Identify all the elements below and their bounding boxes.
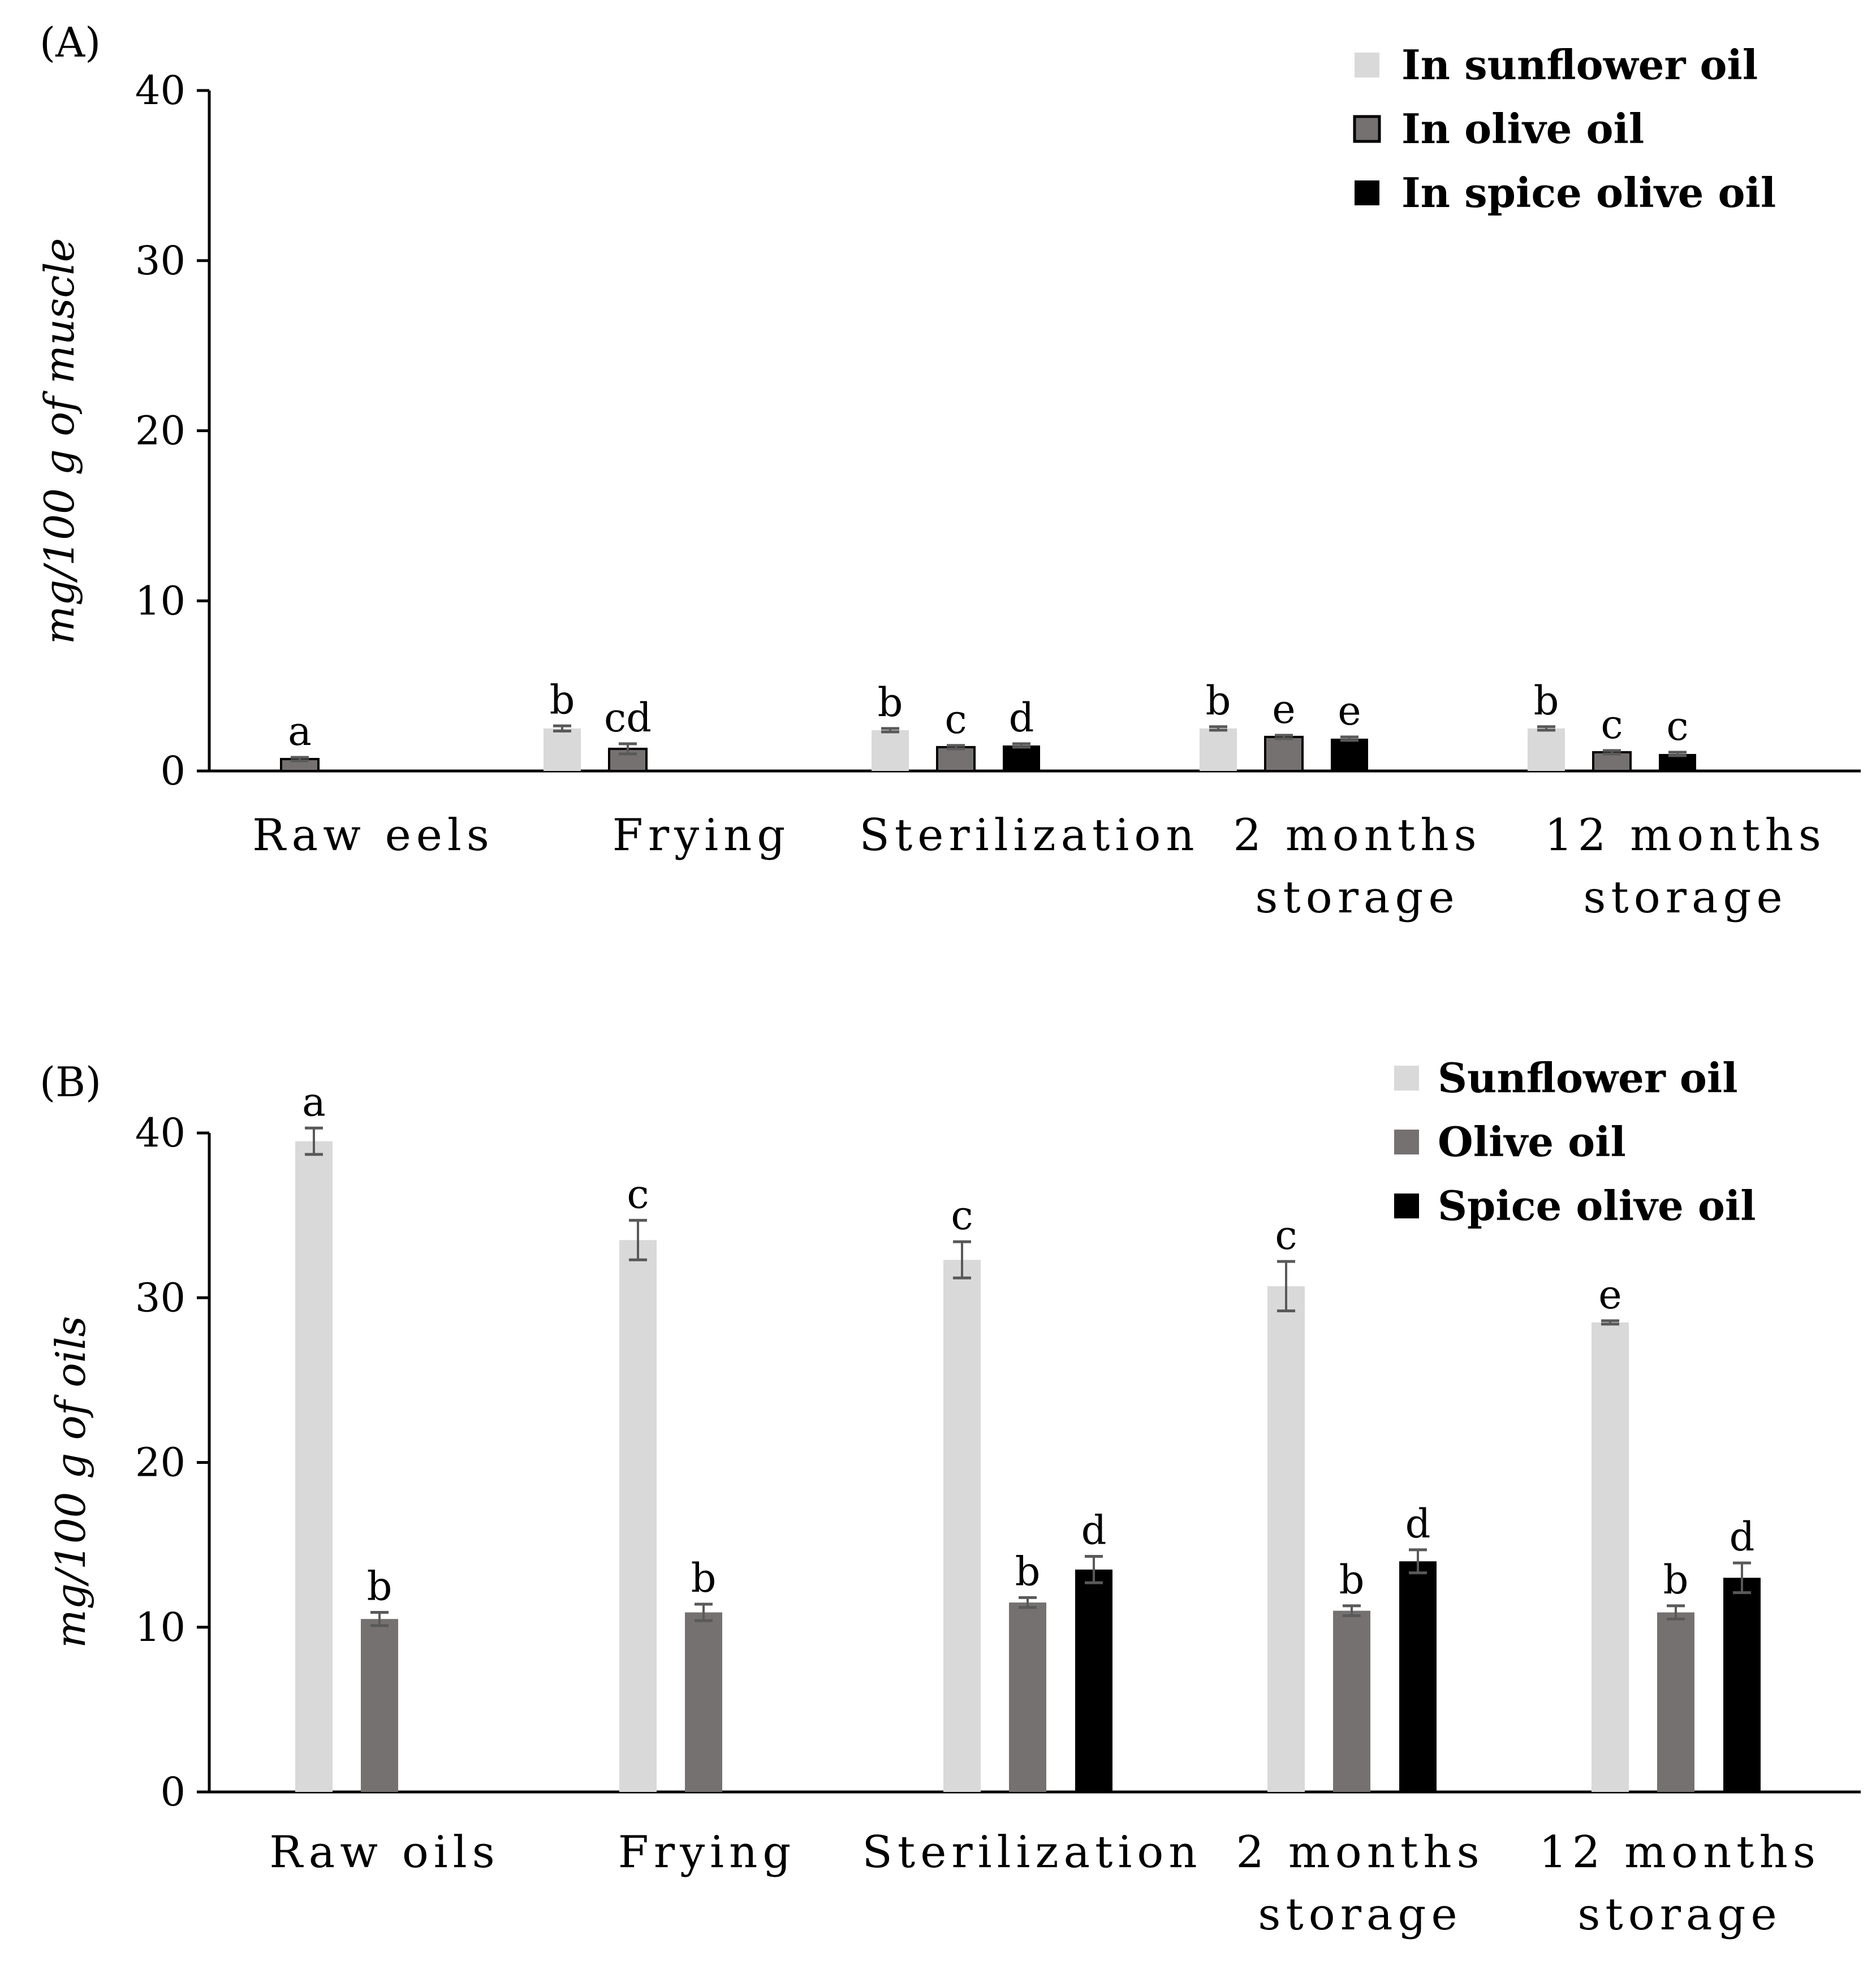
x-category-label: 2 months xyxy=(1236,1827,1484,1878)
significance-letter: b xyxy=(691,1555,717,1601)
bar xyxy=(1075,1569,1112,1792)
significance-letter: b xyxy=(1663,1557,1689,1603)
y-tick-label: 0 xyxy=(160,748,186,794)
y-tick-label: 10 xyxy=(135,1604,186,1651)
x-category-label: Sterilization xyxy=(862,1827,1202,1878)
significance-letter: b xyxy=(550,677,575,723)
significance-letter: e xyxy=(1598,1272,1621,1318)
bar xyxy=(872,730,909,771)
bar xyxy=(1528,728,1565,771)
legend-label: In olive oil xyxy=(1401,105,1644,153)
significance-letter: e xyxy=(1272,686,1295,733)
significance-letter: a xyxy=(302,1079,326,1125)
significance-letter: c xyxy=(1601,701,1623,748)
bar xyxy=(936,746,976,773)
x-category-label: Frying xyxy=(613,810,791,861)
x-category-label: Sterilization xyxy=(859,810,1199,861)
legend-swatch xyxy=(1355,53,1379,77)
y-tick-label: 30 xyxy=(135,1274,186,1321)
bar xyxy=(361,1619,398,1792)
bar xyxy=(1592,1322,1629,1792)
y-tick-label: 20 xyxy=(135,408,186,454)
bar xyxy=(1657,1612,1694,1792)
significance-letter: e xyxy=(1338,688,1361,734)
bar xyxy=(1333,1610,1370,1792)
significance-letter: b xyxy=(878,679,903,726)
bar xyxy=(1723,1578,1761,1792)
x-category-label: storage xyxy=(1577,1889,1782,1940)
x-category-label: storage xyxy=(1583,872,1787,923)
y-tick-label: 10 xyxy=(135,578,186,624)
chart-panel-a: (A) 0 10 20 30 40 mg/100 g of muscle Raw eels Fr… xyxy=(36,19,1861,923)
x-category-label: Frying xyxy=(618,1827,796,1878)
y-tick-label: 20 xyxy=(135,1440,186,1486)
significance-letter: d xyxy=(1730,1514,1755,1560)
x-category-label: 12 months xyxy=(1539,1827,1821,1878)
y-tick-label: 30 xyxy=(135,238,186,284)
bar xyxy=(1003,745,1040,771)
significance-letter: c xyxy=(1666,703,1688,749)
bar xyxy=(544,728,581,771)
x-category-label: Raw eels xyxy=(252,810,494,861)
bar xyxy=(1264,735,1304,772)
x-category-label: 2 months xyxy=(1233,810,1481,861)
significance-letter: b xyxy=(1206,678,1231,724)
legend-swatch xyxy=(1394,1130,1419,1154)
bar xyxy=(1331,738,1368,771)
bar xyxy=(1200,728,1237,771)
significance-letter: c xyxy=(627,1171,649,1217)
y-tick-label: 40 xyxy=(135,1110,186,1156)
significance-letter: d xyxy=(1405,1501,1431,1547)
significance-letter: cd xyxy=(604,695,652,741)
x-category-label: storage xyxy=(1258,1889,1462,1940)
bar xyxy=(1267,1286,1305,1792)
x-category-label: 12 months xyxy=(1545,810,1826,861)
significance-letter: b xyxy=(367,1563,393,1610)
bar xyxy=(943,1260,981,1792)
legend-label: In sunflower oil xyxy=(1401,41,1758,89)
legend-label: Sunflower oil xyxy=(1438,1054,1738,1102)
bar xyxy=(295,1141,333,1792)
significance-letter: b xyxy=(1339,1557,1365,1603)
significance-letter: a xyxy=(288,708,312,755)
legend-swatch xyxy=(1353,115,1381,143)
y-axis-label: mg/100 g of muscle xyxy=(36,238,83,644)
panel-label: (A) xyxy=(40,19,101,66)
y-axis-label: mg/100 g of oils xyxy=(47,1316,94,1648)
y-tick-label: 0 xyxy=(160,1769,186,1815)
x-category-label: Raw oils xyxy=(269,1827,499,1878)
x-category-label: storage xyxy=(1255,872,1459,923)
significance-letter: c xyxy=(945,696,967,743)
y-tick-label: 40 xyxy=(135,67,186,114)
significance-letter: c xyxy=(1275,1212,1297,1259)
legend-label: Olive oil xyxy=(1438,1118,1626,1166)
chart-panel-b: (B) 0 10 20 30 40 mg/100 g of oils Raw oils Fryi… xyxy=(40,1054,1861,1940)
significance-letter: c xyxy=(951,1192,973,1239)
significance-letter: b xyxy=(1015,1548,1041,1595)
panel-label: (B) xyxy=(40,1058,101,1106)
legend-label: In spice olive oil xyxy=(1401,169,1776,217)
bar xyxy=(685,1612,722,1792)
legend-swatch xyxy=(1394,1194,1419,1218)
legend-swatch xyxy=(1394,1066,1419,1091)
legend-label: Spice olive oil xyxy=(1438,1182,1756,1230)
significance-letter: d xyxy=(1009,695,1034,741)
legend-swatch xyxy=(1355,180,1379,205)
significance-letter: b xyxy=(1534,678,1559,724)
bar xyxy=(1009,1602,1046,1792)
significance-letter: d xyxy=(1081,1507,1107,1554)
bar xyxy=(1399,1561,1437,1792)
bar xyxy=(619,1240,657,1792)
